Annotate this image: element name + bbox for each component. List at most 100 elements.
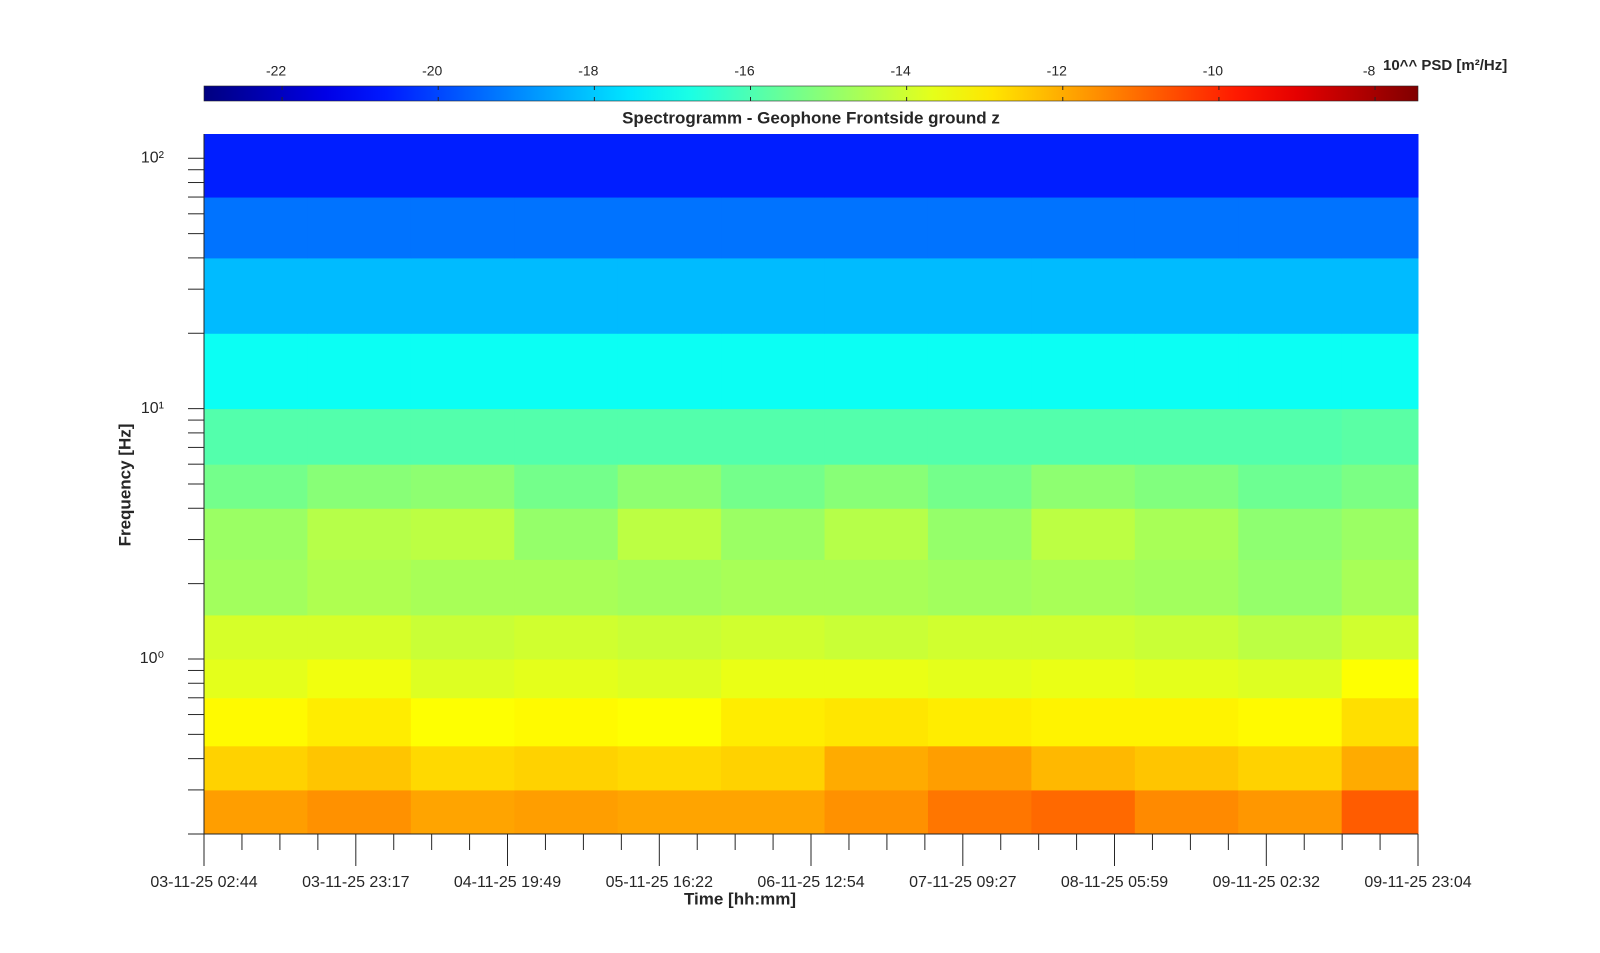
spectrogram-cell xyxy=(1134,197,1239,259)
spectrogram-cell xyxy=(617,789,722,835)
spectrogram-cell xyxy=(410,614,515,660)
spectrogram-cell xyxy=(1238,614,1343,660)
spectrogram-cell xyxy=(307,559,412,616)
spectrogram-cell xyxy=(1341,697,1419,747)
spectrogram-cell xyxy=(1031,559,1136,616)
spectrogram-cell xyxy=(514,559,619,616)
spectrogram-cell xyxy=(514,408,619,465)
colorbar-tick-label: -12 xyxy=(1047,63,1067,79)
spectrogram-cell xyxy=(1238,408,1343,465)
spectrogram-cell xyxy=(824,464,929,509)
spectrogram-cell xyxy=(1341,659,1419,699)
x-tick-label: 05-11-25 16:22 xyxy=(606,874,713,891)
spectrogram-cell xyxy=(1031,464,1136,509)
spectrogram-cell xyxy=(1031,134,1136,198)
spectrogram-cell xyxy=(410,697,515,747)
spectrogram-cell xyxy=(1238,333,1343,410)
spectrogram-cell xyxy=(514,697,619,747)
spectrogram-cell xyxy=(1238,659,1343,699)
spectrogram-cell xyxy=(824,408,929,465)
spectrogram-cell xyxy=(1031,614,1136,660)
spectrogram-cell xyxy=(617,197,722,259)
spectrogram-cell xyxy=(927,789,1032,835)
spectrogram-cell xyxy=(410,508,515,560)
spectrogram-cell xyxy=(824,559,929,616)
spectrogram-cell xyxy=(824,789,929,835)
spectrogram-cell xyxy=(307,134,412,198)
spectrogram-cell xyxy=(1341,559,1419,616)
y-tick-label: 10² xyxy=(141,149,165,166)
spectrogram-cell xyxy=(410,408,515,465)
spectrogram-cell xyxy=(1238,745,1343,791)
spectrogram-cell xyxy=(514,789,619,835)
spectrogram-cell xyxy=(307,408,412,465)
spectrogram-cell xyxy=(721,559,826,616)
spectrogram-cell xyxy=(927,559,1032,616)
spectrogram-cell xyxy=(824,197,929,259)
spectrogram-cell xyxy=(1341,333,1419,410)
x-tick-label: 06-11-25 12:54 xyxy=(757,874,864,891)
spectrogram-cell xyxy=(1134,257,1239,334)
colorbar-tick-label: -22 xyxy=(266,63,286,79)
spectrogram-cell xyxy=(927,333,1032,410)
colorbar-tick-label: -18 xyxy=(578,63,598,79)
spectrogram-cell xyxy=(824,257,929,334)
spectrogram-cell xyxy=(1031,408,1136,465)
spectrogram-cell xyxy=(307,333,412,410)
spectrogram-cell xyxy=(204,614,308,660)
spectrogram-cell xyxy=(1238,257,1343,334)
spectrogram-cell xyxy=(204,408,308,465)
spectrogram-cell xyxy=(410,134,515,198)
colorbar-tick-label: -14 xyxy=(891,63,911,79)
spectrogram-cell xyxy=(1031,789,1136,835)
spectrogram-cell xyxy=(1134,408,1239,465)
spectrogram-cell xyxy=(824,508,929,560)
spectrogram-cell xyxy=(1031,745,1136,791)
spectrogram-cell xyxy=(410,559,515,616)
spectrogram-cell xyxy=(927,408,1032,465)
spectrogram-cell xyxy=(1134,134,1239,198)
spectrogram-cell xyxy=(1341,614,1419,660)
spectrogram-cell xyxy=(514,659,619,699)
spectrogram-cell xyxy=(721,134,826,198)
spectrogram-cell xyxy=(410,789,515,835)
spectrogram-cell xyxy=(1341,197,1419,259)
spectrogram-cell xyxy=(927,134,1032,198)
spectrogram-cell xyxy=(307,697,412,747)
spectrogram-cell xyxy=(1031,197,1136,259)
spectrogram-cell xyxy=(1341,134,1419,198)
spectrogram-cell xyxy=(927,464,1032,509)
spectrogram-cell xyxy=(514,257,619,334)
spectrogram-cell xyxy=(824,659,929,699)
spectrogram-cell xyxy=(1238,789,1343,835)
spectrogram-cell xyxy=(1341,789,1419,835)
spectrogram-cell xyxy=(617,464,722,509)
spectrogram-cell xyxy=(1238,197,1343,259)
spectrogram-cell xyxy=(617,508,722,560)
y-axis-label: Frequency [Hz] xyxy=(115,424,134,547)
spectrogram-cell xyxy=(204,464,308,509)
colorbar-tick-label: -16 xyxy=(734,63,754,79)
spectrogram-cell xyxy=(824,134,929,198)
spectrogram-cell xyxy=(307,659,412,699)
spectrogram-cell xyxy=(927,697,1032,747)
spectrogram-cell xyxy=(1031,508,1136,560)
spectrogram-cell xyxy=(1238,464,1343,509)
spectrogram-cell xyxy=(721,257,826,334)
spectrogram-cell xyxy=(204,789,308,835)
spectrogram-cell xyxy=(410,464,515,509)
y-tick-label: 10⁰ xyxy=(140,650,164,667)
spectrogram-cell xyxy=(927,659,1032,699)
spectrogram-cell xyxy=(927,257,1032,334)
spectrogram-cell xyxy=(204,197,308,259)
colorbar xyxy=(203,85,1419,102)
spectrogram-cell xyxy=(824,614,929,660)
spectrogram-cell xyxy=(410,197,515,259)
spectrogram-cell xyxy=(721,697,826,747)
spectrogram-cell xyxy=(617,614,722,660)
spectrogram-cell xyxy=(721,745,826,791)
spectrogram-cell xyxy=(721,508,826,560)
chart-title: Spectrogramm - Geophone Frontside ground… xyxy=(622,108,1000,127)
spectrogram-cell xyxy=(410,745,515,791)
